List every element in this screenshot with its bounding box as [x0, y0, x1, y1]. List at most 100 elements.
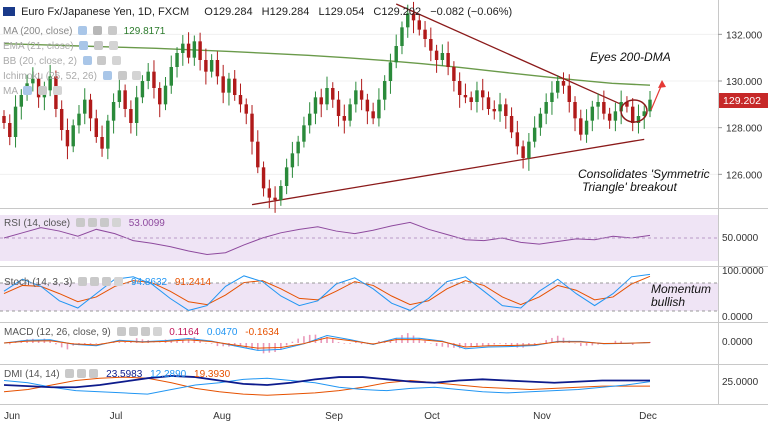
low-value: L129.054 — [318, 6, 365, 18]
dmi-minus-line — [3, 376, 650, 396]
candle — [59, 109, 64, 130]
settings-icon[interactable] — [117, 71, 127, 80]
candle — [463, 95, 468, 98]
candle — [186, 43, 191, 58]
high-value: H129.284 — [261, 6, 310, 18]
candle — [250, 113, 254, 142]
symbol-title: Euro Fx/Japanese Yen, 1D, FXCM — [21, 6, 190, 18]
candle — [181, 43, 185, 53]
close-icon[interactable] — [99, 218, 109, 227]
candle — [221, 76, 225, 93]
macd-label: MACD (12, 26, close, 9) 0.1164 0.0470 -0… — [4, 327, 280, 338]
candle — [158, 88, 162, 105]
candle — [475, 90, 479, 102]
candle — [423, 29, 427, 39]
time-tick-label: Jun — [4, 411, 20, 422]
triangle-lower-line — [251, 138, 645, 206]
candle — [238, 95, 243, 105]
candle — [382, 81, 387, 100]
candle — [319, 97, 323, 105]
rsi-tick-label: 50.0000 — [722, 233, 759, 244]
candle — [290, 153, 295, 168]
price-tick-label: 132.000 — [726, 30, 763, 41]
candle — [596, 102, 600, 107]
eye-icon[interactable] — [78, 277, 88, 286]
last-price-tag: 129.202 — [719, 93, 768, 108]
eye-icon[interactable] — [65, 369, 75, 378]
settings-icon[interactable] — [93, 26, 103, 35]
candle — [371, 111, 375, 119]
time-tick-label: Jul — [110, 411, 123, 422]
close-icon[interactable] — [108, 41, 118, 50]
rsi-label: RSI (14, close) 53.0099 — [4, 218, 165, 229]
candle — [13, 106, 18, 137]
candle — [567, 85, 571, 102]
indicator-ichimoku[interactable]: Ichimoku (26, 52, 26) — [3, 71, 142, 82]
settings-icon[interactable] — [90, 277, 100, 286]
eye-icon[interactable] — [79, 41, 89, 50]
more-icon[interactable] — [114, 277, 124, 286]
candle — [77, 113, 81, 126]
indicator-ma[interactable]: MA — [3, 86, 62, 97]
candle — [296, 141, 300, 154]
settings-icon[interactable] — [38, 86, 48, 95]
settings-icon[interactable] — [94, 41, 104, 50]
candle — [100, 137, 104, 149]
eye-icon[interactable] — [75, 218, 85, 227]
macd-signal-line — [3, 337, 651, 349]
candle — [140, 81, 145, 98]
candle — [509, 116, 514, 133]
candle — [348, 104, 352, 121]
close-icon[interactable] — [102, 277, 112, 286]
eye-icon[interactable] — [116, 327, 126, 336]
settings-icon[interactable] — [87, 218, 97, 227]
more-icon[interactable] — [111, 218, 121, 227]
candle — [538, 113, 543, 128]
close-icon[interactable] — [52, 86, 62, 95]
candle — [619, 102, 623, 112]
close-icon[interactable] — [107, 26, 117, 35]
stoch-label: Stoch (14, 3, 3) 94.8632 91.2414 — [4, 277, 212, 288]
candle — [469, 97, 473, 102]
settings-icon[interactable] — [128, 327, 138, 336]
candle — [521, 146, 525, 158]
candle — [313, 97, 318, 114]
candle — [261, 167, 266, 189]
candle — [498, 104, 502, 112]
note-consolidates-line2: Triangle' breakout — [582, 180, 677, 194]
candle — [365, 99, 370, 112]
note-consolidates-line1: Consolidates 'Symmetric — [578, 167, 710, 181]
close-icon[interactable] — [132, 71, 142, 80]
change-value: −0.082 (−0.06%) — [430, 6, 513, 18]
eye-icon[interactable] — [23, 86, 33, 95]
candle — [8, 123, 12, 137]
settings-icon[interactable] — [97, 56, 107, 65]
indicator-ma200[interactable]: MA (200, close) 129.8171 — [3, 26, 166, 37]
settings-icon[interactable] — [77, 369, 87, 378]
eye-icon[interactable] — [82, 56, 92, 65]
candle — [446, 53, 450, 67]
time-tick-label: Nov — [533, 411, 551, 422]
close-icon[interactable] — [140, 327, 150, 336]
candle — [175, 53, 179, 67]
dmi-adx-line — [3, 375, 650, 389]
close-icon[interactable] — [112, 56, 122, 65]
candle — [256, 141, 260, 168]
candle — [452, 67, 456, 81]
candle — [169, 67, 173, 86]
close-icon[interactable] — [89, 369, 99, 378]
candle — [267, 188, 272, 198]
more-icon[interactable] — [152, 327, 162, 336]
price-tick-label: 128.000 — [726, 124, 763, 135]
indicator-bb[interactable]: BB (20, close, 2) — [3, 56, 122, 67]
eye-icon[interactable] — [102, 71, 112, 80]
eye-icon[interactable] — [78, 26, 88, 35]
indicator-ema21[interactable]: EMA (21, close) — [3, 41, 118, 52]
candle — [515, 132, 520, 147]
note-momentum-line1: Momentum — [651, 282, 712, 296]
candle — [388, 62, 393, 81]
candle — [377, 99, 381, 119]
candle — [31, 78, 35, 84]
stoch-d-line — [3, 275, 651, 306]
